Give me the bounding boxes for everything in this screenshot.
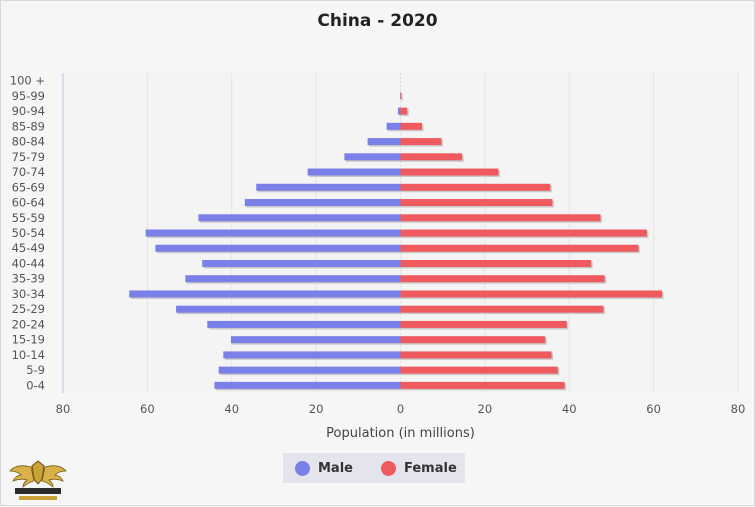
- x-tick-label: 0: [397, 402, 404, 416]
- legend: Male Female: [283, 453, 465, 483]
- y-tick-label: 90-94: [12, 104, 45, 118]
- male-bar: [202, 260, 400, 267]
- male-bar: [368, 138, 401, 145]
- female-bar: [401, 138, 442, 145]
- male-bar: [214, 382, 400, 389]
- male-bar: [207, 321, 400, 328]
- female-bar: [401, 214, 601, 221]
- x-axis-title: Population (in millions): [326, 426, 475, 441]
- y-tick-label: 10-14: [12, 348, 45, 362]
- female-bar: [401, 123, 423, 130]
- y-tick-label: 95-99: [12, 89, 45, 103]
- legend-label-female: Female: [404, 461, 457, 476]
- female-bar: [401, 382, 565, 389]
- x-tick-label: 20: [478, 402, 493, 416]
- x-tick-label: 40: [224, 402, 239, 416]
- male-bar: [344, 153, 400, 160]
- male-bar: [308, 169, 401, 176]
- y-tick-label: 100 +: [10, 74, 45, 88]
- female-bar: [401, 336, 546, 343]
- y-tick-label: 40-44: [12, 256, 45, 270]
- female-bar: [401, 260, 592, 267]
- male-marker-icon: [295, 461, 310, 476]
- y-tick-label: 50-54: [12, 226, 45, 240]
- male-bar: [223, 351, 400, 358]
- y-tick-label: 65-69: [12, 180, 45, 194]
- y-tick-label: 30-34: [12, 287, 45, 301]
- y-tick-label: 15-19: [12, 333, 45, 347]
- x-tick-label: 20: [309, 402, 324, 416]
- y-tick-label: 75-79: [12, 150, 45, 164]
- y-tick-label: 35-39: [12, 272, 45, 286]
- male-bar: [129, 290, 400, 297]
- male-bar: [245, 199, 401, 206]
- female-bar: [401, 199, 553, 206]
- male-bar: [387, 123, 401, 130]
- male-bar: [155, 245, 400, 252]
- y-tick-label: 25-29: [12, 302, 45, 316]
- y-tick-label: 85-89: [12, 119, 45, 133]
- x-tick-label: 80: [56, 402, 71, 416]
- female-bar: [401, 153, 463, 160]
- legend-label-male: Male: [318, 461, 353, 476]
- y-tick-label: 20-24: [12, 317, 45, 331]
- y-tick-label: 5-9: [26, 363, 45, 377]
- legend-item-female[interactable]: Female: [381, 459, 457, 477]
- female-bar: [401, 184, 551, 191]
- male-bar: [219, 367, 401, 374]
- y-tick-label: 60-64: [12, 196, 45, 210]
- male-bar: [231, 336, 401, 343]
- legend-item-male[interactable]: Male: [295, 459, 353, 477]
- female-bar: [401, 351, 552, 358]
- male-bar: [256, 184, 400, 191]
- male-bar: [398, 108, 401, 115]
- x-tick-label: 80: [731, 402, 746, 416]
- female-marker-icon: [381, 461, 396, 476]
- female-bar: [401, 230, 647, 237]
- male-bar: [146, 230, 401, 237]
- y-tick-label: 0-4: [26, 378, 45, 392]
- x-tick-label: 40: [562, 402, 577, 416]
- watermark-logo: [7, 457, 69, 503]
- x-tick-label: 60: [646, 402, 661, 416]
- eagle-wings-logo-icon: [7, 457, 69, 503]
- female-bar: [401, 169, 499, 176]
- y-tick-label: 70-74: [12, 165, 45, 179]
- female-bar-shadow: [402, 94, 403, 101]
- y-tick-label: 55-59: [12, 211, 45, 225]
- female-bar: [401, 367, 558, 374]
- y-tick-label: 80-84: [12, 135, 45, 149]
- female-bar: [401, 275, 605, 282]
- female-bar: [401, 108, 408, 115]
- female-bar: [401, 306, 604, 313]
- male-bar: [176, 306, 400, 313]
- male-bar: [198, 214, 400, 221]
- female-bar: [401, 290, 663, 297]
- female-bar: [401, 245, 639, 252]
- female-bar: [401, 92, 402, 99]
- female-bar: [401, 321, 567, 328]
- x-tick-label: 60: [140, 402, 155, 416]
- male-bar: [185, 275, 400, 282]
- y-tick-label: 45-49: [12, 241, 45, 255]
